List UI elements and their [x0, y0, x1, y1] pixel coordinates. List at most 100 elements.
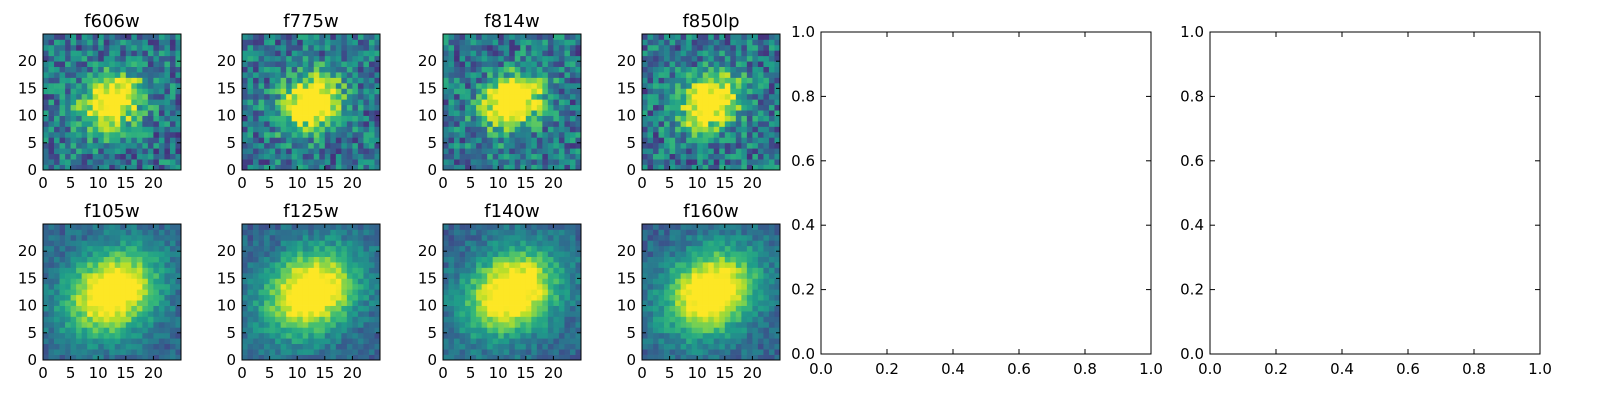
pixel — [697, 278, 704, 285]
y-tick-label: 5 — [27, 324, 37, 342]
pixel — [269, 229, 276, 236]
pixel — [48, 82, 55, 89]
pixel — [487, 316, 494, 323]
pixel — [735, 332, 742, 339]
pixel — [564, 121, 571, 127]
pixel — [258, 294, 265, 301]
pixel — [286, 311, 293, 317]
pixel — [520, 267, 527, 274]
pixel — [669, 44, 676, 51]
pixel — [768, 77, 775, 84]
pixel — [352, 99, 359, 106]
pixel — [357, 262, 364, 268]
pixel — [686, 159, 693, 165]
pixel — [65, 234, 71, 241]
pixel — [525, 55, 532, 62]
pixel — [525, 224, 532, 230]
pixel — [158, 294, 165, 301]
pixel — [374, 153, 381, 160]
pixel — [454, 72, 460, 78]
pixel — [520, 245, 527, 252]
pixel — [280, 93, 287, 100]
pixel — [109, 262, 116, 268]
pixel — [542, 82, 549, 89]
pixel — [531, 300, 538, 306]
pixel — [175, 110, 182, 116]
pixel — [308, 104, 315, 111]
pixel — [324, 77, 331, 84]
pixel — [470, 332, 477, 339]
pixel — [120, 229, 127, 236]
pixel — [669, 316, 676, 323]
pixel — [669, 294, 676, 301]
pixel — [454, 267, 460, 274]
pixel — [175, 88, 182, 95]
pixel — [680, 332, 687, 339]
pixel — [697, 50, 704, 57]
pixel — [346, 245, 353, 252]
pixel — [120, 343, 127, 350]
pixel — [164, 300, 171, 306]
pixel — [87, 321, 94, 328]
pixel — [498, 349, 505, 355]
pixel — [114, 148, 121, 155]
pixel — [525, 332, 532, 339]
pixel — [713, 115, 720, 122]
pixel — [169, 321, 176, 328]
pixel — [448, 55, 455, 62]
pixel — [313, 153, 320, 160]
pixel — [297, 251, 304, 257]
pixel — [319, 316, 326, 323]
pixel — [368, 44, 375, 51]
pixel — [514, 262, 521, 268]
pixel — [335, 343, 342, 350]
pixel — [465, 82, 471, 89]
pixel — [697, 289, 704, 296]
pixel — [553, 131, 560, 138]
pixel — [476, 44, 482, 51]
pixel — [341, 93, 348, 100]
pixel — [120, 316, 127, 323]
pixel — [175, 305, 182, 312]
pixel — [70, 104, 77, 111]
pixel — [264, 104, 270, 111]
pixel — [136, 300, 143, 306]
pixel — [142, 256, 149, 263]
pixel — [258, 55, 265, 62]
pixel — [352, 110, 359, 116]
pixel — [763, 55, 770, 62]
pixel — [768, 289, 775, 296]
pixel — [280, 354, 287, 361]
pixel — [125, 289, 132, 296]
pixel — [481, 245, 488, 252]
pixel — [81, 224, 88, 230]
pixel — [708, 283, 715, 290]
pixel — [476, 88, 482, 95]
pixel — [664, 99, 670, 106]
pixel — [92, 251, 99, 257]
pixel — [498, 126, 505, 133]
pixel — [520, 289, 527, 296]
pixel — [658, 343, 665, 350]
pixel — [536, 289, 543, 296]
pixel — [286, 349, 293, 355]
pixel — [647, 50, 654, 57]
pixel — [487, 66, 494, 73]
pixel — [443, 61, 449, 67]
pixel — [374, 289, 381, 296]
pixel — [65, 131, 71, 138]
pixel — [291, 234, 298, 241]
pixel — [131, 93, 138, 100]
pixel — [242, 72, 248, 78]
pixel — [330, 316, 337, 323]
pixel — [492, 229, 499, 236]
pixel — [59, 110, 66, 116]
pixel — [724, 305, 731, 312]
pixel — [443, 66, 449, 73]
pixel — [547, 316, 554, 323]
pixel — [114, 104, 121, 111]
pixel — [443, 256, 449, 263]
pixel — [313, 137, 320, 144]
pixel — [741, 148, 748, 155]
pixel — [686, 153, 693, 160]
